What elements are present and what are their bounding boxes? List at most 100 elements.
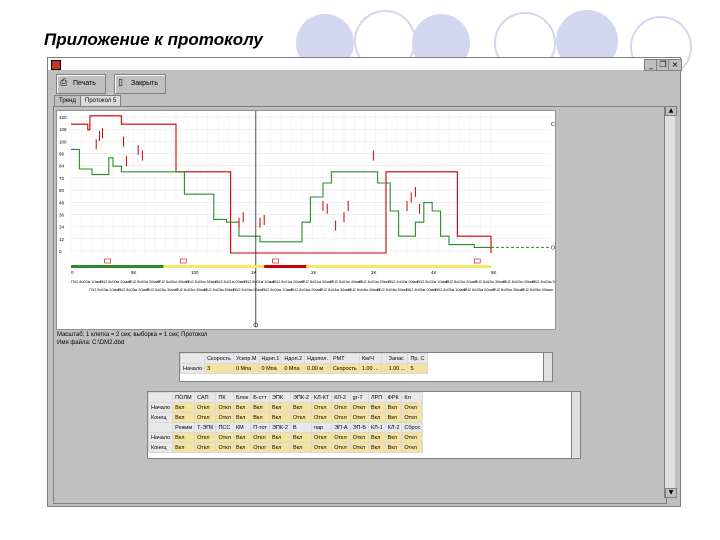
timeline-label: ПЧ2 8ч04м 40мин xyxy=(348,288,379,292)
trend-chart-svg: 12010810096847260483624120СкоростьОграни… xyxy=(59,111,582,328)
parameters-cell: 1.00 ... xyxy=(385,363,409,374)
timeline-label: ПЧ2 8ч00м 30мин xyxy=(129,280,160,284)
y-tick-label: 48 xyxy=(59,200,65,205)
timeline-label: ПЧ2 8ч02м 20мин xyxy=(446,280,477,284)
signals-header-cell: ЭП-Б xyxy=(349,422,369,433)
timeline-label: ПЧ2 8ч05м 40мин xyxy=(521,288,552,292)
timeline-label: ПЧ2 8ч01м 10мин xyxy=(244,280,275,284)
signals-row: Конец Вкл Откл Откл Вкл Откл Вкл Вкл Откл Откл Отк… xyxy=(147,442,424,453)
signals-cell: Вкл xyxy=(367,442,386,453)
timeline-label: ПЧ2 8ч04м 00мин xyxy=(233,288,264,292)
signals-cell: Вкл xyxy=(250,412,270,423)
exit-button-label: Закрыть xyxy=(131,80,158,87)
parameters-cell: 0 Мпа xyxy=(232,363,260,374)
timeline-label: ПЧ2 8ч04м 30мин xyxy=(320,288,351,292)
signals-cell: Откл xyxy=(215,432,234,443)
y-tick-label: 120 xyxy=(59,115,67,120)
track-label: 1K xyxy=(251,270,257,275)
signals-header-cell: ПОЛМ xyxy=(172,392,196,403)
timeline-label: ПЧ2 8ч01м 00мин xyxy=(215,280,246,284)
timeline-label: ПЧ2 8ч05м 30мин xyxy=(493,288,524,292)
track-label: 5K xyxy=(131,270,137,275)
y-tick-label: 24 xyxy=(59,225,65,230)
print-button[interactable]: ⎙ Печать xyxy=(56,74,106,94)
signals-header-cell: КМ xyxy=(232,422,252,433)
scroll-up-button[interactable]: ▲ xyxy=(665,106,677,116)
timeline-label: ПЧ2 8ч01м 40мин xyxy=(330,280,361,284)
signals-cell: Откл xyxy=(215,402,234,413)
parameters-header-cell: Ндоп.2 xyxy=(281,353,306,364)
timeline-label: ПЧ2 8ч05м 00мин xyxy=(406,288,437,292)
signals-cell: Вкл xyxy=(367,402,386,413)
timeline-label: ПЧ2 8ч03м 40мин xyxy=(175,288,206,292)
y-tick-label: 60 xyxy=(59,188,65,193)
track-label: 2K xyxy=(311,270,317,275)
track-label: 5K xyxy=(491,270,497,275)
signals-grid-scrollbar[interactable] xyxy=(571,392,580,458)
signals-cell: Откл xyxy=(310,412,333,423)
signals-header-cell: Б-стт xyxy=(250,392,270,403)
print-button-label: Печать xyxy=(73,80,96,87)
timeline-label: ПЧ2 8ч03м 10мин xyxy=(89,288,120,292)
signals-header-cell: Сброс xyxy=(401,422,424,433)
door-icon: ▯ xyxy=(118,77,123,88)
signals-header-cell: gr-Т xyxy=(349,392,369,403)
signals-header-cell: САП xyxy=(194,392,217,403)
scroll-down-button[interactable]: ▼ xyxy=(665,488,677,498)
signals-cell: Конец xyxy=(147,412,174,423)
slide-title: Приложение к протоколу xyxy=(44,30,263,49)
timeline-label: ПЧ2 8ч03м 50мин xyxy=(204,288,235,292)
signals-header-cell: ПК xyxy=(215,392,234,403)
signals-cell: Вкл xyxy=(367,432,386,443)
parameters-cell: 0 Мпа xyxy=(258,363,283,374)
info-text: Масштаб: 1 клетка = 2 сек; выборка = 1 с… xyxy=(57,331,207,347)
signals-table: ПОЛМ САП ПК Блок Б-стт ЭПК ЭПК-2 КЛ-КТ КЛ-2 gr-Т Л… xyxy=(147,392,424,453)
info-line-scale: Масштаб: 1 клетка = 2 сек; выборка = 1 с… xyxy=(57,332,208,338)
timeline-label: ПЧ2 8ч05м 10мин xyxy=(435,288,466,292)
timeline-label: ПЧ2 8ч01м 30мин xyxy=(302,280,333,284)
signals-cell: Откл xyxy=(215,442,234,453)
series-line-1 xyxy=(71,148,491,248)
signals-cell: Вкл xyxy=(268,412,291,423)
timeline-label: ПЧ2 8ч02м 30мин xyxy=(475,280,506,284)
signals-cell: Вкл xyxy=(289,442,312,453)
exit-button[interactable]: ▯ Закрыть xyxy=(114,74,166,94)
signals-cell: Откл xyxy=(331,412,351,423)
tab-protocol[interactable]: Протокол 5 xyxy=(80,95,122,106)
timeline-label: ПЧ2 8ч00м 10мин xyxy=(71,280,102,284)
signals-cell: Откл xyxy=(401,402,424,413)
parameters-table: Скорость Ускор.М Ндоп.1 Ндоп.2 Ндопол. РМТ Км/… xyxy=(179,353,428,374)
y-tick-label: 12 xyxy=(59,237,65,242)
signals-header-row: ПОЛМ САП ПК Блок Б-стт ЭПК ЭПК-2 КЛ-КТ КЛ-2 gr-Т Л… xyxy=(147,392,424,403)
signals-cell: Вкл xyxy=(289,402,312,413)
trend-chart: 12010810096847260483624120СкоростьОграни… xyxy=(56,110,582,330)
track-event-marker xyxy=(473,258,481,264)
signals-header-cell: Режим xyxy=(172,422,196,433)
signals-cell: Вкл xyxy=(232,412,252,423)
close-window-button[interactable]: × xyxy=(668,59,682,71)
signals-header-cell: ФРК xyxy=(384,392,403,403)
signals-cell: Вкл xyxy=(172,402,196,413)
parameters-grid-scrollbar[interactable] xyxy=(543,353,552,381)
parameters-cell: Начало xyxy=(179,363,206,374)
timeline-label: ПЧ2 8ч01м 50мин xyxy=(359,280,390,284)
track-label: 100 xyxy=(191,270,199,275)
parameters-row: Начало 3 0 Мпа 0 Мпа 0 Мпа 0.00 м Скорость 1.00… xyxy=(179,363,428,374)
timeline-label: ПЧ2 8ч02м 10мин xyxy=(417,280,448,284)
signals-cell: Вкл xyxy=(384,402,403,413)
track-label: 4K xyxy=(431,270,437,275)
timeline-label: ПЧ2 8ч00м 40мин xyxy=(157,280,188,284)
signals-cell: Вкл xyxy=(232,402,252,413)
signals-cell: Откл xyxy=(194,412,217,423)
signals-cell: Вкл xyxy=(384,412,403,423)
parameters-header-row: Скорость Ускор.М Ндоп.1 Ндоп.2 Ндопол. РМТ Км/… xyxy=(179,353,428,364)
signals-cell: Откл xyxy=(289,412,312,423)
signals-header-cell: П-тот xyxy=(250,422,270,433)
tab-trend[interactable]: Тренд xyxy=(54,95,81,106)
window-vertical-scrollbar[interactable]: ▲ ▼ xyxy=(664,106,677,498)
parameters-cell: 1.00 ... xyxy=(358,363,382,374)
signals-cell: Откл xyxy=(349,412,369,423)
signals-cell: Начало xyxy=(147,432,174,443)
signals-header-cell: пар xyxy=(310,422,333,433)
track-event-marker xyxy=(179,258,187,264)
